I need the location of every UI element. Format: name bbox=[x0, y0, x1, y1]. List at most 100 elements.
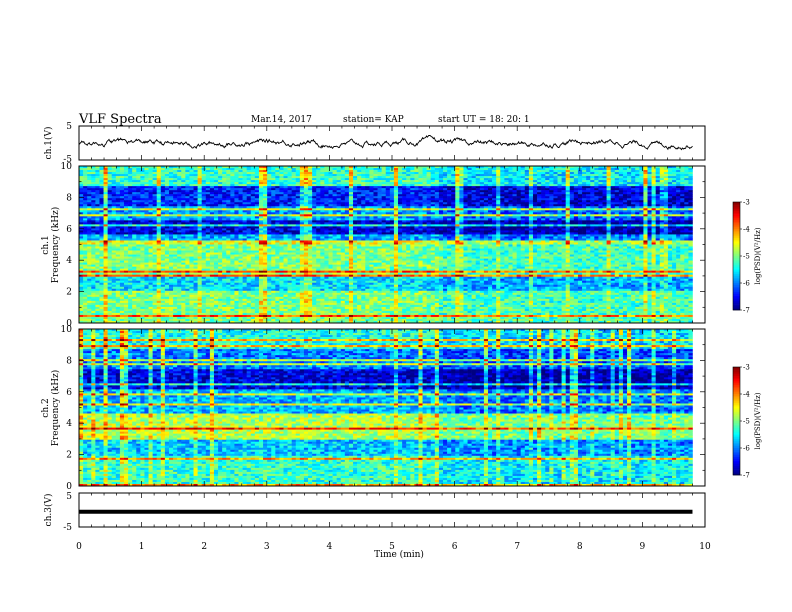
spectrogram-cell bbox=[234, 224, 238, 226]
spectrogram-cell bbox=[83, 186, 87, 188]
spectrogram-cell bbox=[627, 188, 631, 190]
spectrogram-cell bbox=[328, 196, 332, 198]
spectrogram-cell bbox=[615, 186, 619, 188]
spectrogram-cell bbox=[414, 208, 418, 210]
spectrogram-cell bbox=[99, 186, 103, 188]
spectrogram-cell bbox=[194, 190, 198, 192]
spectrogram-cell bbox=[87, 190, 91, 192]
spectrogram-cell bbox=[283, 178, 287, 180]
spectrogram-cell bbox=[402, 226, 406, 228]
spectrogram-cell bbox=[529, 176, 533, 178]
spectrogram-cell bbox=[488, 222, 492, 224]
spectrogram-cell bbox=[562, 182, 566, 184]
spectrogram-cell bbox=[153, 196, 157, 198]
spectrogram-cell bbox=[639, 178, 643, 180]
spectrogram-cell bbox=[639, 174, 643, 176]
spectrogram-cell bbox=[198, 176, 202, 178]
spectrogram-cell bbox=[104, 220, 108, 222]
spectrogram-cell bbox=[517, 210, 521, 212]
spectrogram-cell bbox=[533, 196, 537, 198]
spectrogram-cell bbox=[627, 228, 631, 230]
spectrogram-cell bbox=[455, 188, 459, 190]
spectrogram-cell bbox=[206, 200, 210, 202]
spectrogram-cell bbox=[283, 184, 287, 186]
spectrogram-cell bbox=[410, 170, 414, 172]
spectrogram-cell bbox=[144, 224, 148, 226]
spectrogram-cell bbox=[468, 188, 472, 190]
spectrogram-cell bbox=[447, 226, 451, 228]
spectrogram-cell bbox=[222, 222, 226, 224]
spectrogram-cell bbox=[271, 174, 275, 176]
spectrogram-cell bbox=[173, 192, 177, 194]
spectrogram-cell bbox=[447, 212, 451, 214]
spectrogram-cell bbox=[402, 208, 406, 210]
spectrogram-cell bbox=[594, 212, 598, 214]
spectrogram-cell bbox=[537, 202, 541, 204]
spectrogram-cell bbox=[157, 170, 161, 172]
spectrogram-cell bbox=[345, 206, 349, 208]
spectrogram-cell bbox=[545, 212, 549, 214]
spectrogram-cell bbox=[373, 224, 377, 226]
spectrogram-cell bbox=[504, 172, 508, 174]
spectrogram-cell bbox=[553, 188, 557, 190]
spectrogram-cell bbox=[251, 208, 255, 210]
spectrogram-cell bbox=[210, 210, 214, 212]
spectrogram-cell bbox=[79, 216, 83, 218]
spectrogram-cell bbox=[386, 228, 390, 230]
spectrogram-cell bbox=[517, 200, 521, 202]
spectrogram-cell bbox=[177, 202, 181, 204]
spectrogram-cell bbox=[476, 216, 480, 218]
spectrogram-cell bbox=[222, 172, 226, 174]
spectrogram-cell bbox=[521, 178, 525, 180]
spectrogram-cell bbox=[607, 170, 611, 172]
spectrogram-cell bbox=[386, 226, 390, 228]
spectrogram-cell bbox=[431, 170, 435, 172]
spectrogram-cell bbox=[390, 210, 394, 212]
spectrogram-cell bbox=[99, 228, 103, 230]
spectrogram-cell bbox=[255, 168, 259, 170]
spectrogram-cell bbox=[91, 210, 95, 212]
spectrogram-cell bbox=[558, 180, 562, 182]
spectrogram-cell bbox=[251, 222, 255, 224]
spectrogram-cell bbox=[169, 186, 173, 188]
spectrogram-cell bbox=[603, 202, 607, 204]
spectrogram-cell bbox=[128, 172, 132, 174]
spectrogram-cell bbox=[79, 192, 83, 194]
spectrogram-cell bbox=[181, 174, 185, 176]
spectrogram-cell bbox=[198, 198, 202, 200]
spectrogram-cell bbox=[308, 220, 312, 222]
spectrogram-cell bbox=[684, 182, 688, 184]
spectrogram-cell bbox=[316, 206, 320, 208]
spectrogram-cell bbox=[484, 220, 488, 222]
spectrogram-cell bbox=[492, 214, 496, 216]
spectrogram-cell bbox=[590, 212, 594, 214]
spectrogram-cell bbox=[508, 212, 512, 214]
spectrogram-cell bbox=[656, 170, 660, 172]
spectrogram-cell bbox=[668, 170, 672, 172]
spectrogram-cell bbox=[144, 178, 148, 180]
spectrogram-cell bbox=[549, 224, 553, 226]
spectrogram-cell bbox=[631, 206, 635, 208]
spectrogram-cell bbox=[537, 210, 541, 212]
spectrogram-cell bbox=[333, 186, 337, 188]
spectrogram-cell bbox=[124, 208, 128, 210]
spectrogram-cell bbox=[169, 184, 173, 186]
spectrogram-cell bbox=[541, 178, 545, 180]
spectrogram-cell bbox=[451, 216, 455, 218]
spectrogram-cell bbox=[472, 210, 476, 212]
spectrogram-cell bbox=[647, 206, 651, 208]
spectrogram-cell bbox=[660, 190, 664, 192]
spectrogram-cell bbox=[116, 224, 120, 226]
spectrogram-cell bbox=[320, 214, 324, 216]
spectrogram-cell bbox=[410, 206, 414, 208]
spectrogram-cell bbox=[652, 190, 656, 192]
spectrogram-cell bbox=[267, 178, 271, 180]
spectrogram-cell bbox=[459, 200, 463, 202]
spectrogram-cell bbox=[328, 174, 332, 176]
spectrogram-cell bbox=[619, 184, 623, 186]
spectrogram-cell bbox=[390, 186, 394, 188]
spectrogram-cell bbox=[562, 224, 566, 226]
spectrogram-cell bbox=[513, 182, 517, 184]
spectrogram-cell bbox=[165, 180, 169, 182]
spectrogram-cell bbox=[267, 200, 271, 202]
